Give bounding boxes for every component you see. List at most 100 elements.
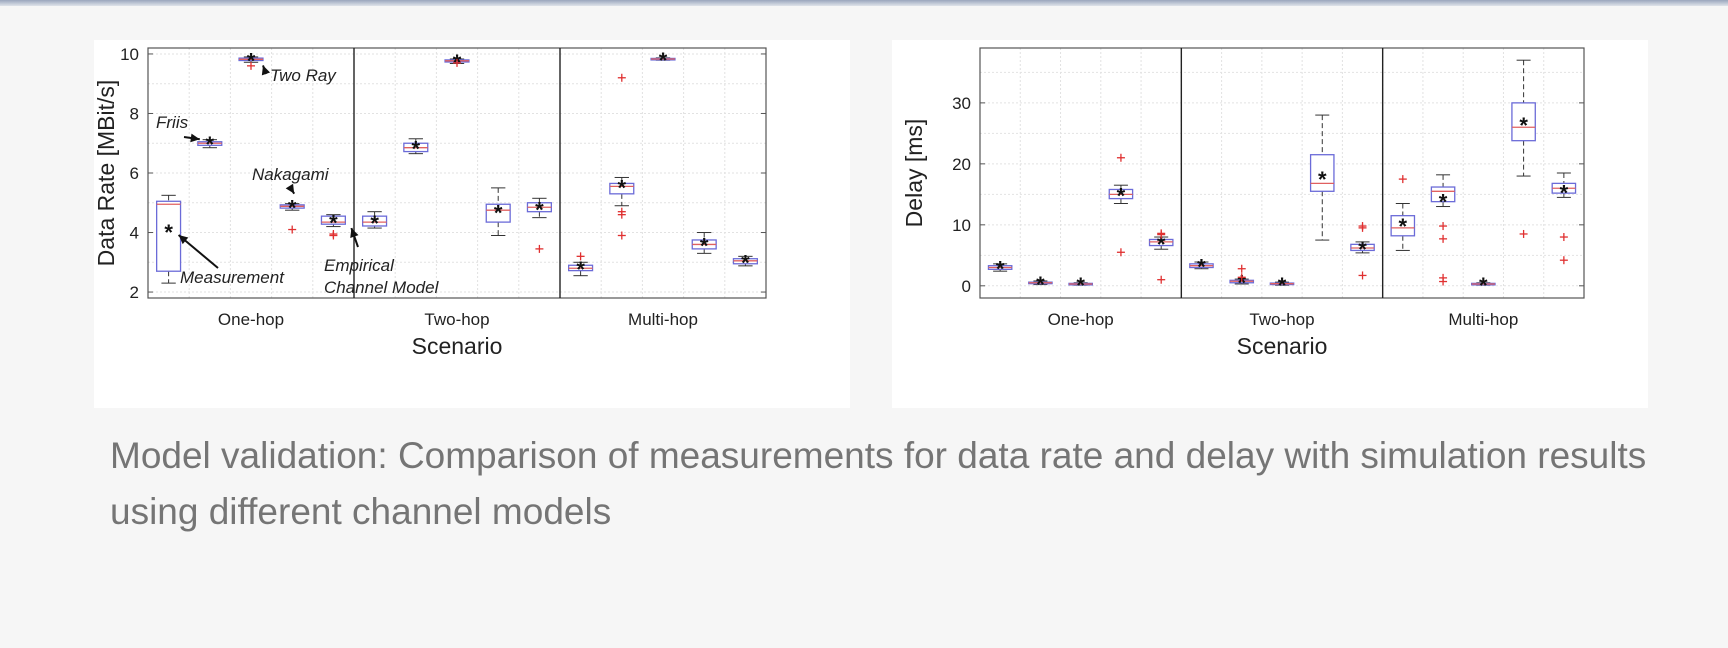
mean-marker: *	[1157, 232, 1166, 257]
mean-marker: *	[741, 251, 750, 276]
outlier	[1439, 277, 1448, 286]
chart1-box-two-hop-two-ray: *	[1269, 273, 1295, 298]
chart0-category-label-one-hop: One-hop	[218, 310, 284, 329]
chart1-box-multi-hop-friis: *	[1430, 174, 1456, 286]
chart0-box-one-hop-empirical-channel-model: *	[320, 211, 346, 240]
mean-marker: *	[1560, 180, 1569, 205]
annotation-arrow-two-ray-head	[261, 65, 271, 76]
mean-marker: *	[1197, 255, 1206, 280]
chart0-box-multi-hop-measurement: *	[568, 252, 594, 282]
chart1-box-multi-hop-measurement: *	[1390, 175, 1416, 251]
chart0-y-tick-label: 6	[130, 164, 139, 183]
outlier	[1237, 264, 1246, 273]
chart0-box-two-hop-friis: *	[403, 137, 429, 162]
mean-marker: *	[329, 211, 338, 236]
outlier	[1398, 175, 1407, 184]
chart1-y-tick-label: 0	[962, 277, 971, 296]
chart1-y-tick-label: 10	[952, 216, 971, 235]
chart1-box-two-hop-friis: *	[1229, 264, 1255, 296]
outlier	[288, 225, 297, 234]
chart1-box-one-hop-measurement: *	[987, 257, 1013, 282]
mean-marker: *	[1519, 113, 1528, 138]
data-rate-chart: 2 4 6 8 10 One-hop Two-hop Multi-hop Scenario Dat…	[94, 40, 850, 408]
annotation-arrow-measurement-head	[178, 235, 189, 245]
mean-marker: *	[1278, 273, 1287, 298]
outlier	[617, 210, 626, 219]
outlier	[1237, 273, 1246, 282]
chart0-y-tick-label: 2	[130, 283, 139, 302]
outlier	[1157, 229, 1166, 238]
outlier	[453, 58, 461, 67]
chart1-y-axis-title: Delay [ms]	[901, 119, 927, 228]
mean-marker: *	[164, 220, 173, 245]
chart0-box-multi-hop-empirical-channel-model: *	[732, 251, 758, 276]
chart0-box-two-hop-nakagami: *	[485, 187, 511, 236]
mean-marker: *	[370, 211, 379, 236]
iqr-box	[609, 182, 635, 195]
chart0-box-one-hop-nakagami: *	[279, 195, 305, 234]
chart0-box-one-hop-measurement: *	[156, 194, 182, 284]
mean-marker: *	[659, 48, 668, 73]
chart1-box-multi-hop-two-ray: *	[1471, 273, 1496, 298]
annotation-empirical: Empirical	[324, 256, 395, 275]
mean-marker: *	[288, 195, 297, 220]
outlier	[1116, 153, 1125, 162]
chart1-y-tick-label: 30	[952, 94, 971, 113]
chart1-box-two-hop-nakagami: *	[1309, 114, 1335, 241]
outlier	[1116, 248, 1125, 257]
outlier	[1439, 222, 1448, 231]
annotation-measurement: Measurement	[180, 268, 285, 287]
mean-marker: *	[576, 257, 585, 282]
annotation-nakagami: Nakagami	[252, 165, 330, 184]
iqr-box	[1390, 215, 1416, 237]
mean-marker: *	[535, 198, 544, 223]
mean-marker: *	[247, 48, 256, 73]
annotation-arrow-empirical-head	[350, 228, 359, 239]
data-rate-plot: 2 4 6 8 10 One-hop Two-hop Multi-hop Scenario Dat…	[94, 45, 767, 359]
chart0-box-multi-hop-two-ray: *	[650, 48, 676, 73]
outlier	[1157, 275, 1166, 284]
chart1-x-axis-title: Scenario	[1237, 333, 1328, 359]
mean-marker: *	[1076, 273, 1085, 298]
delay-plot: 0 10 20 30 One-hop Two-hop Multi-hop Scenario De…	[901, 47, 1585, 359]
chart1-box-one-hop-nakagami: *	[1108, 153, 1134, 257]
figure-caption: Model validation: Comparison of measurem…	[110, 435, 1647, 532]
chart1-box-two-hop-empirical-channel-model: *	[1350, 222, 1375, 280]
chart0-category-label-two-hop: Two-hop	[424, 310, 489, 329]
chart1-category-label-one-hop: One-hop	[1048, 310, 1114, 329]
mean-marker: *	[996, 257, 1005, 282]
chart0-box-multi-hop-nakagami: *	[691, 232, 717, 258]
outlier	[1358, 271, 1367, 280]
annotation-arrow-friis-head	[190, 133, 200, 143]
outlier	[1559, 233, 1568, 242]
mean-marker: *	[618, 175, 627, 200]
outlier	[1559, 256, 1568, 265]
iqr-box	[1511, 102, 1536, 142]
outlier	[1358, 223, 1367, 232]
chart0-box-two-hop-two-ray: *	[444, 50, 470, 75]
mean-marker: *	[1117, 183, 1126, 208]
outlier	[535, 244, 544, 253]
chart1-y-tick-label: 20	[952, 155, 971, 174]
chart0-grid	[147, 48, 767, 298]
delay-chart: 0 10 20 30 One-hop Two-hop Multi-hop Scenario De…	[892, 40, 1648, 408]
chart1-plot-frame	[979, 47, 1585, 299]
mean-marker: *	[1237, 271, 1246, 296]
chart1-box-multi-hop-empirical-channel-model: *	[1551, 172, 1577, 265]
chart0-y-tick-label: 10	[120, 45, 139, 64]
mean-marker: *	[1036, 272, 1045, 297]
chart0-box-two-hop-measurement: *	[362, 211, 388, 236]
chart1-grid	[979, 48, 1585, 298]
chart0-box-one-hop-friis: *	[197, 132, 223, 157]
chart0-box-multi-hop-friis: *	[609, 73, 635, 240]
annotation-arrow-nakagami-head	[285, 183, 295, 194]
chart0-y-tick-label: 8	[130, 104, 139, 123]
outlier	[329, 230, 338, 239]
mean-marker: *	[412, 137, 421, 162]
chart1-box-one-hop-empirical-channel-model: *	[1148, 229, 1174, 284]
outlier	[576, 252, 585, 261]
chart0-y-tick-label: 4	[130, 224, 139, 243]
mean-marker: *	[1399, 214, 1408, 239]
annotation-friis: Friis	[156, 113, 189, 132]
chart1-box-two-hop-measurement: *	[1189, 255, 1214, 280]
